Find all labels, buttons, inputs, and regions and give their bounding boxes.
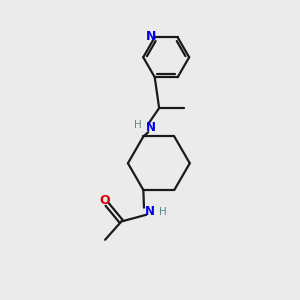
- Text: O: O: [100, 194, 110, 207]
- Text: H: H: [159, 207, 167, 217]
- Text: N: N: [145, 205, 155, 218]
- Text: N: N: [146, 30, 156, 43]
- Text: H: H: [134, 120, 142, 130]
- Text: N: N: [146, 121, 156, 134]
